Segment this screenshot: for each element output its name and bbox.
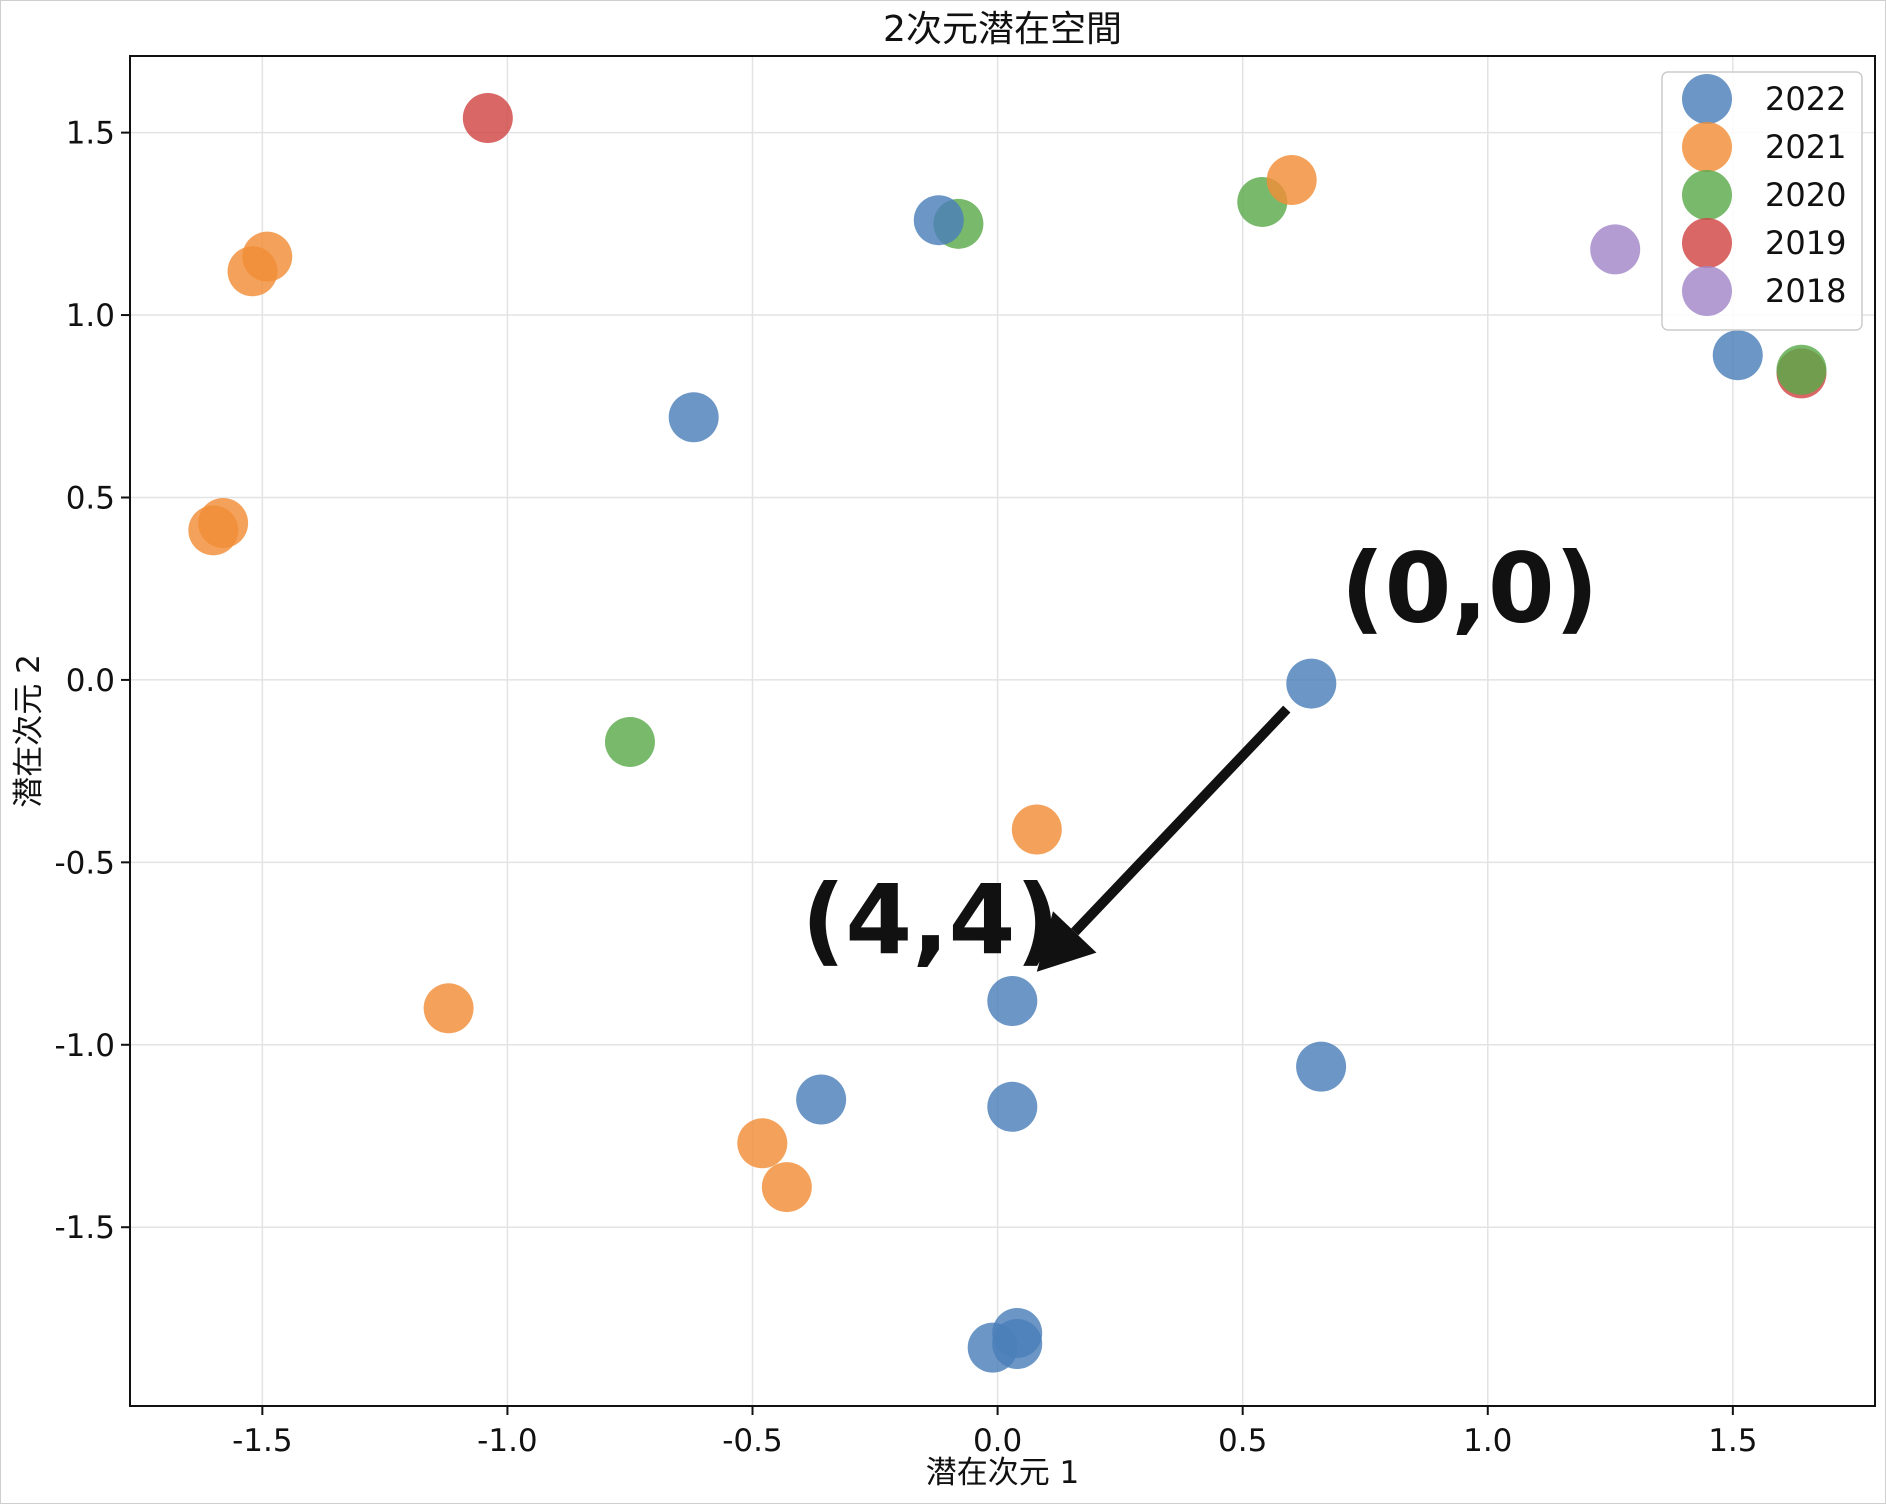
y-tick-label: 1.5 bbox=[66, 116, 115, 152]
data-point-2021 bbox=[761, 1162, 812, 1213]
data-point-2022 bbox=[913, 195, 964, 246]
data-point-2022 bbox=[1296, 1041, 1347, 1092]
x-tick-label: -0.5 bbox=[722, 1423, 783, 1459]
data-point-2022 bbox=[987, 1081, 1038, 1132]
data-point-2021 bbox=[1266, 155, 1317, 206]
gridlines bbox=[130, 56, 1875, 1406]
data-point-2019 bbox=[462, 93, 513, 144]
legend-label: 2019 bbox=[1765, 224, 1846, 262]
y-tick-label: 1.0 bbox=[66, 298, 115, 334]
data-point-2020 bbox=[1776, 344, 1827, 395]
legend-label: 2018 bbox=[1765, 272, 1846, 310]
data-point-2022 bbox=[1712, 330, 1763, 381]
data-point-2021 bbox=[737, 1118, 788, 1169]
annotation-label: (0,0) bbox=[1341, 533, 1599, 645]
legend-label: 2021 bbox=[1765, 128, 1846, 166]
legend-label: 2020 bbox=[1765, 176, 1846, 214]
annotations: (0,0) (4,4) bbox=[802, 533, 1599, 977]
legend: 2022 2021 2020 2019 2018 bbox=[1661, 71, 1863, 331]
legend-marker-2022 bbox=[1682, 74, 1732, 124]
data-point-2021 bbox=[188, 505, 239, 556]
x-tick-label: -1.5 bbox=[232, 1423, 293, 1459]
data-point-2022 bbox=[992, 1318, 1043, 1369]
data-point-2021 bbox=[1011, 804, 1062, 855]
y-tick-label: -1.5 bbox=[55, 1210, 116, 1246]
legend-marker-2019 bbox=[1682, 218, 1732, 268]
annotation-arrow-head bbox=[1036, 911, 1097, 972]
legend-marker-2021 bbox=[1682, 122, 1732, 172]
x-tick-label: -1.0 bbox=[477, 1423, 538, 1459]
data-point-2022 bbox=[987, 976, 1038, 1026]
annotation-arrow-shaft bbox=[1071, 705, 1291, 936]
y-tick-label: -0.5 bbox=[55, 845, 116, 881]
data-point-2020 bbox=[604, 716, 655, 767]
y-tick-label: 0.0 bbox=[66, 663, 115, 699]
data-points bbox=[188, 93, 1827, 1373]
y-axis-label: 潜在次元 2 bbox=[11, 654, 47, 808]
data-point-2021 bbox=[227, 246, 278, 297]
chart-title: 2次元潜在空間 bbox=[883, 9, 1122, 50]
y-axis-ticks: -1.5 -1.0 -0.5 0.0 0.5 1.0 1.5 bbox=[55, 116, 130, 1246]
legend-label: 2022 bbox=[1765, 80, 1846, 118]
legend-marker-2020 bbox=[1682, 170, 1732, 220]
x-axis-ticks: -1.5 -1.0 -0.5 0.0 0.5 1.0 1.5 bbox=[232, 1406, 1758, 1459]
plot-border bbox=[129, 55, 1876, 1407]
data-point-2022 bbox=[1286, 658, 1337, 709]
data-point-2018 bbox=[1590, 224, 1641, 275]
y-tick-label: -1.0 bbox=[55, 1028, 116, 1064]
x-tick-label: 1.5 bbox=[1708, 1423, 1757, 1459]
x-tick-label: 0.5 bbox=[1218, 1423, 1267, 1459]
y-tick-label: 0.5 bbox=[66, 480, 115, 516]
x-tick-label: 1.0 bbox=[1463, 1423, 1512, 1459]
x-tick-label: 0.0 bbox=[973, 1423, 1022, 1459]
data-point-2021 bbox=[423, 983, 474, 1034]
data-point-2022 bbox=[796, 1074, 847, 1125]
annotation-label: (4,4) bbox=[802, 865, 1060, 977]
data-point-2022 bbox=[668, 392, 719, 443]
x-axis-label: 潜在次元 1 bbox=[926, 1455, 1080, 1491]
legend-marker-2018 bbox=[1682, 266, 1732, 316]
